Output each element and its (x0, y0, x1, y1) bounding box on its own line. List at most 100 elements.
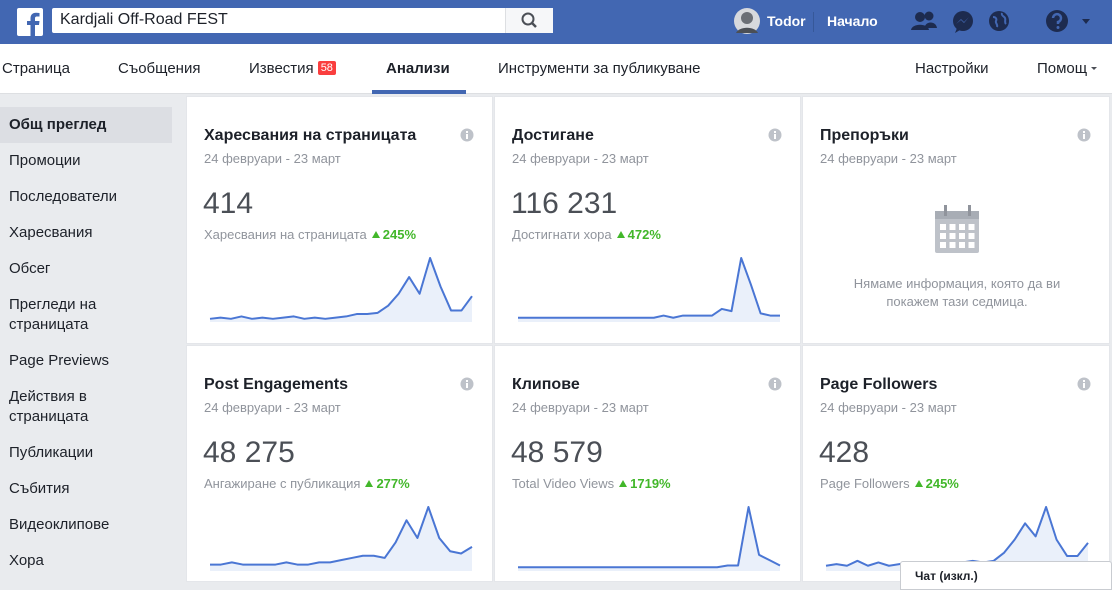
metric-change: 245% (925, 476, 959, 491)
sidebar-item[interactable]: Публикации (0, 435, 172, 471)
metric-value: 414 (203, 187, 254, 220)
calendar-cell (959, 242, 965, 248)
info-icon[interactable] (460, 128, 474, 142)
logo[interactable] (17, 8, 43, 36)
help-tab[interactable]: Помощ (1037, 60, 1099, 77)
card-title[interactable]: Харесвания на страницата (204, 127, 417, 144)
sidebar-label[interactable]: Прегледи на страницата (9, 296, 97, 333)
help-label[interactable]: Помощ (1037, 60, 1088, 77)
tab-label[interactable]: Съобщения (118, 60, 201, 77)
nav-tab[interactable]: Съобщения (118, 60, 200, 77)
up-arrow (616, 231, 625, 238)
card-title[interactable]: Клипове (512, 376, 580, 393)
insight-card: Препоръки 24 февруари - 23 март Нямаме инф… (802, 96, 1110, 344)
sparkline (518, 257, 780, 322)
calendar-cell (949, 242, 956, 248)
calendar-cell (949, 224, 956, 230)
sidebar-label[interactable]: Видеоклипове (9, 516, 110, 533)
sidebar-label[interactable]: Page Previews (9, 352, 110, 369)
metric-value: 48 275 (203, 436, 295, 469)
info-dot (774, 380, 776, 382)
metric-change: 277% (376, 476, 410, 491)
calendar-icon (935, 205, 979, 253)
sidebar-label[interactable]: Промоции (9, 152, 81, 169)
info-glyph (466, 134, 468, 139)
header-icons[interactable] (910, 8, 1040, 36)
card-title[interactable]: Достигане (512, 127, 594, 144)
sidebar-item[interactable]: Page Previews (0, 343, 172, 379)
info-icon[interactable] (460, 377, 474, 391)
card-title[interactable]: Post Engagements (204, 376, 349, 393)
calendar-cell (968, 233, 975, 239)
nav-tab[interactable]: Инструменти за публикуване (498, 60, 701, 77)
tab-label[interactable]: Страница (2, 60, 70, 77)
sidebar-item[interactable]: Хора (0, 543, 172, 579)
info-icon[interactable] (1077, 377, 1091, 391)
sidebar-label[interactable]: Харесвания (9, 224, 93, 241)
insight-card: Харесвания на страницата 24 февруари - 23… (186, 96, 493, 344)
sidebar-label[interactable]: Хора (9, 552, 44, 569)
info-glyph (774, 383, 776, 388)
metric-value: 428 (819, 436, 870, 469)
up-arrow (371, 231, 380, 238)
insight-card: Page Followers 24 февруари - 23 март 428 Pa… (802, 345, 1110, 582)
tab-label[interactable]: Инструменти за публикуване (498, 60, 701, 77)
info-icon[interactable] (1077, 128, 1091, 142)
sidebar-label[interactable]: Общ преглед (9, 116, 107, 133)
sidebar-item[interactable]: Видеоклипове (0, 507, 172, 543)
card-date: 24 февруари - 23 март (512, 400, 649, 415)
sparkline-line (518, 506, 781, 569)
nav-tab[interactable]: Страница (2, 60, 70, 77)
calendar-ring (944, 205, 947, 216)
sidebar-label[interactable]: Публикации (9, 444, 94, 461)
nav-tab[interactable]: Известия 58 (249, 60, 336, 77)
sparkline (209, 257, 473, 322)
user-name[interactable]: Todor (767, 13, 806, 29)
info-dot (774, 131, 776, 133)
calendar-cell (940, 224, 946, 230)
chat-bar[interactable]: Чат (изкл.) (900, 561, 1112, 590)
sparkline-area (518, 507, 780, 571)
nav-tab[interactable]: Анализи (386, 60, 450, 77)
home-link[interactable]: Начало (827, 13, 878, 29)
sidebar-label[interactable]: Последователи (9, 188, 117, 205)
info-icon[interactable] (768, 377, 782, 391)
sidebar-item[interactable]: Промоции (0, 143, 172, 179)
sidebar-item[interactable]: Харесвания (0, 215, 172, 251)
metric-caption: Харесвания на страницата 245% (204, 227, 416, 242)
info-dot (466, 131, 468, 133)
info-icon[interactable] (768, 128, 782, 142)
card-date: 24 февруари - 23 март (204, 400, 341, 415)
card-date: 24 февруари - 23 март (820, 400, 957, 415)
sidebar-item[interactable]: Последователи (0, 179, 172, 215)
insight-card: Клипове 24 февруари - 23 март 48 579 Total … (494, 345, 801, 582)
sparkline-line (518, 257, 780, 319)
info-glyph (774, 134, 776, 139)
card-title[interactable]: Препоръки (820, 127, 909, 144)
cards: Харесвания на страницата 24 февруари - 23… (186, 96, 1112, 582)
metric-caption: Page Followers 245% (820, 476, 959, 491)
sidebar-label[interactable]: Действия в страницата (9, 388, 89, 425)
settings-tab[interactable]: Настройки (915, 60, 989, 77)
help-icon[interactable] (1044, 8, 1104, 36)
sidebar-label[interactable]: Събития (9, 480, 70, 497)
tab-label[interactable]: Известия (249, 60, 314, 77)
search-button[interactable] (505, 8, 553, 33)
card-title[interactable]: Page Followers (820, 376, 938, 393)
metric-label: Достигнати хора (512, 227, 612, 242)
info-glyph (1083, 383, 1085, 388)
sidebar-item[interactable]: Прегледи на страницата (0, 287, 172, 343)
sidebar-label[interactable]: Обсег (9, 260, 51, 277)
sidebar-item[interactable]: Общ преглед (0, 107, 172, 143)
metric-caption: Total Video Views 1719% (512, 476, 671, 491)
sparkline-area (826, 507, 1088, 571)
avatar[interactable] (733, 7, 761, 35)
sidebar-item[interactable]: Събития (0, 471, 172, 507)
tab-label[interactable]: Анализи (386, 60, 450, 77)
card-date: 24 февруари - 23 март (512, 151, 649, 166)
sidebar-item[interactable]: Действия в страницата (0, 379, 172, 435)
sidebar-item[interactable]: Обсег (0, 251, 172, 287)
search-input[interactable]: Kardjali Off-Road FEST (52, 8, 553, 33)
separator (813, 12, 814, 32)
